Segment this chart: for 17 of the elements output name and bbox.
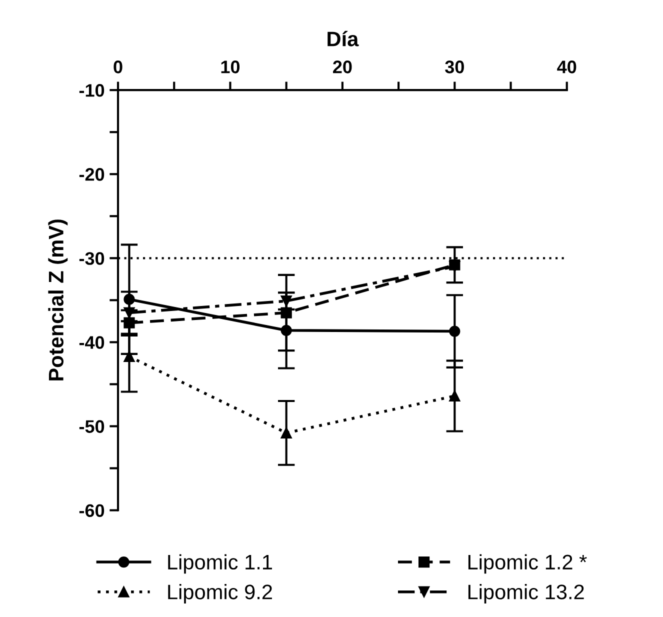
legend-label: Lipomic 13.2 [468,584,584,604]
legend-label: Lipomic 9.2 [168,584,272,604]
y-tick-label: -50 [79,420,104,433]
x-tick-label: 10 [221,60,240,74]
y-axis-title: Potencial Z (mV) [48,220,68,380]
legend-label: Lipomic 1.2 * [468,554,587,574]
x-tick-label: 40 [557,60,576,74]
x-axis-title: Día [328,30,359,46]
y-tick-label: -20 [79,168,104,181]
x-tick-label: 0 [114,60,122,74]
legend-label: Lipomic 1.1 [168,554,272,574]
x-tick-label: 30 [445,60,464,74]
y-tick-label: -40 [79,336,104,349]
y-tick-label: -60 [79,504,104,517]
y-tick-label: -30 [79,252,104,265]
y-tick-label: -10 [79,84,104,97]
x-tick-label: 20 [333,60,352,74]
